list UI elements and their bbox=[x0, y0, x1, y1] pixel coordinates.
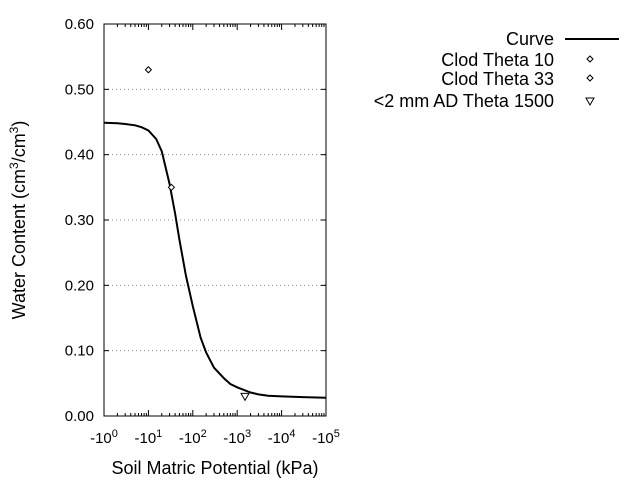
y-axis-label-mid: /cm bbox=[9, 133, 29, 162]
data-point-series-2-0 bbox=[167, 183, 176, 192]
x-tick-label-4: -104 bbox=[268, 428, 296, 447]
legend-marker-ad-theta-1500 bbox=[585, 97, 595, 107]
marker-layer bbox=[144, 66, 250, 402]
y-axis-label-base: Water Content (cm bbox=[9, 169, 29, 319]
legend-label-clod-theta-10: Clod Theta 10 bbox=[441, 50, 554, 70]
y-tick-label-3: 0.30 bbox=[65, 212, 94, 229]
y-tick-label-5: 0.50 bbox=[65, 81, 94, 98]
legend-label-curve: Curve bbox=[506, 29, 554, 49]
legend: Curve Clod Theta 10 Clod Theta 33 <2 mm … bbox=[374, 29, 619, 111]
y-axis-label-sup1: 3 bbox=[7, 162, 21, 169]
y-tick-label-0: 0.00 bbox=[65, 408, 94, 425]
x-axis-label: Soil Matric Potential (kPa) bbox=[111, 458, 318, 478]
y-axis-label: Water Content (cm3/cm3) bbox=[7, 121, 29, 320]
x-ticks: -100 -101 -102 -103 -104 -105 bbox=[90, 24, 340, 447]
x-tick-label-2: -102 bbox=[179, 428, 207, 447]
legend-marker-clod-theta-10 bbox=[586, 55, 594, 63]
y-tick-label-4: 0.40 bbox=[65, 147, 94, 164]
y-tick-label-6: 0.60 bbox=[65, 16, 94, 33]
series-line-curve bbox=[103, 121, 327, 399]
grid-lines bbox=[104, 88, 326, 352]
x-tick-label-5: -105 bbox=[312, 428, 340, 447]
y-tick-label-2: 0.20 bbox=[65, 277, 94, 294]
y-axis-label-sup2: 3 bbox=[7, 126, 21, 133]
y-ticks: 0.00 0.10 0.20 0.30 0.40 0.50 0.60 bbox=[65, 16, 326, 425]
y-tick-label-1: 0.10 bbox=[65, 343, 94, 360]
x-tick-label-3: -103 bbox=[223, 428, 251, 447]
data-point-series-3-0 bbox=[240, 392, 250, 402]
data-point-series-1-0 bbox=[144, 66, 153, 74]
legend-marker-clod-theta-33 bbox=[586, 74, 594, 82]
y-axis-label-end: ) bbox=[9, 121, 29, 127]
x-tick-label-1: -101 bbox=[134, 428, 162, 447]
legend-label-ad-theta-1500: <2 mm AD Theta 1500 bbox=[374, 91, 554, 111]
legend-label-clod-theta-33: Clod Theta 33 bbox=[441, 69, 554, 89]
curve-layer bbox=[103, 121, 327, 399]
x-tick-label-0: -100 bbox=[90, 428, 118, 447]
